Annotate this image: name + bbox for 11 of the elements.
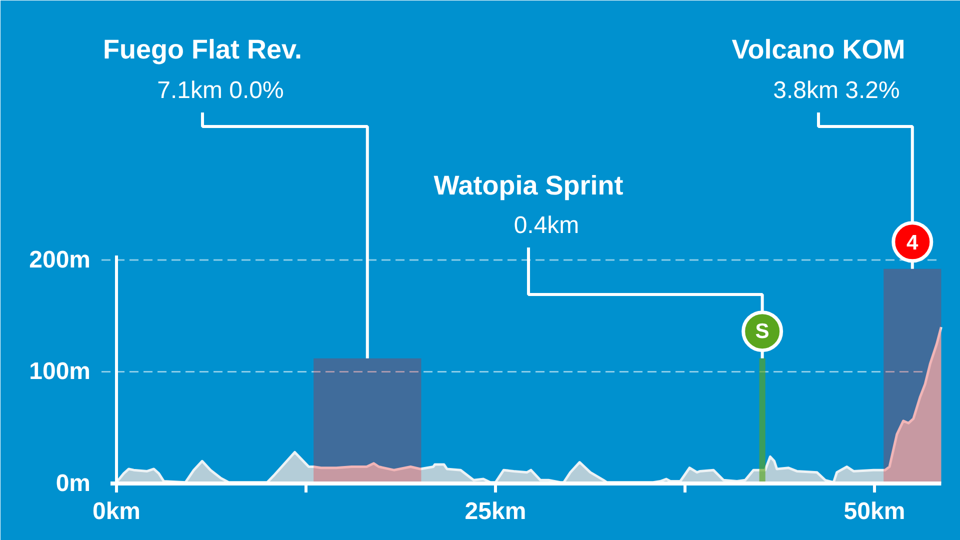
y-tick-label: 200m bbox=[29, 246, 91, 274]
band-label: 4 bbox=[906, 231, 919, 254]
x-tick-label: 25km bbox=[464, 498, 526, 525]
annotation: Fuego Flat Rev. 7.1km 0.0% bbox=[102, 34, 302, 104]
y-tick-label: 0m bbox=[56, 470, 90, 497]
x-tick-label: 50km bbox=[844, 498, 906, 525]
x-tick-label: 0km bbox=[92, 498, 141, 525]
annotation: Watopia Sprint 0.4km bbox=[434, 170, 624, 239]
y-tick-label: 100m bbox=[29, 358, 91, 386]
band-label: S bbox=[755, 320, 770, 343]
annotation: Volcano KOM 3.8km 3.2% bbox=[732, 34, 906, 104]
